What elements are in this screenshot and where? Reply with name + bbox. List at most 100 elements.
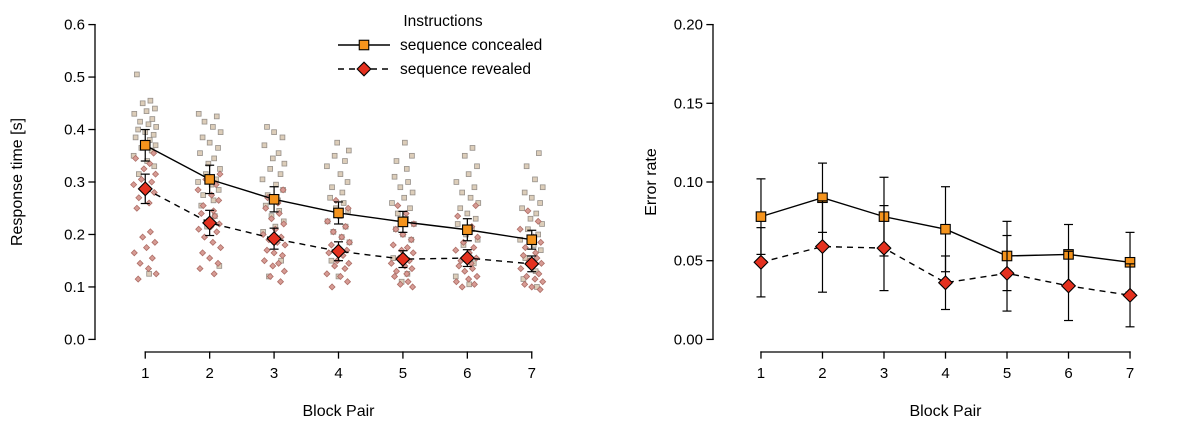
scatter-point xyxy=(215,196,223,204)
scatter-point xyxy=(132,154,140,162)
scatter-point xyxy=(473,272,481,280)
scatter-point xyxy=(455,262,463,270)
scatter-point xyxy=(324,163,330,170)
data-point xyxy=(937,275,954,291)
scatter-point xyxy=(146,271,152,277)
scatter-point xyxy=(267,166,274,172)
scatter-point xyxy=(472,215,479,222)
x-tick-label: 5 xyxy=(399,365,407,382)
series-sequence-revealed xyxy=(137,173,540,273)
scatter-point xyxy=(130,181,138,189)
scatter-point xyxy=(279,186,287,194)
y-tick-label: 0.0 xyxy=(64,331,85,348)
scatter-point xyxy=(517,265,525,273)
y-tick-label: 0.05 xyxy=(674,253,703,270)
scatter-point xyxy=(397,184,404,191)
scatter-point xyxy=(528,283,536,291)
scatter-point xyxy=(329,184,335,191)
scatter-point xyxy=(200,192,207,198)
scatter-point xyxy=(277,171,284,177)
scatter-point xyxy=(139,100,146,107)
scatter-point xyxy=(142,244,151,252)
scatter-point xyxy=(153,124,159,130)
scatter-point xyxy=(135,126,141,133)
scatter-point xyxy=(275,150,282,156)
scatter-point xyxy=(263,246,271,254)
scatter-point xyxy=(139,233,147,241)
scatter-point xyxy=(196,265,204,273)
scatter-point xyxy=(211,212,219,220)
scatter-point xyxy=(409,249,417,257)
scatter-point xyxy=(327,194,333,201)
scatter-point xyxy=(281,160,288,167)
scatter-point xyxy=(539,278,547,286)
scatter-point xyxy=(521,244,529,252)
scatter-point xyxy=(457,205,464,212)
scatter-point xyxy=(345,238,353,246)
scatter-point xyxy=(328,283,336,291)
scatter-point xyxy=(474,233,482,241)
y-tick-label: 0.5 xyxy=(64,69,85,86)
scatter-point xyxy=(331,262,339,270)
legend: Instructions sequence concealed sequence r… xyxy=(338,13,542,78)
data-point xyxy=(330,243,347,259)
data-point xyxy=(753,254,769,270)
legend-marker xyxy=(358,39,370,51)
data-point xyxy=(876,240,892,256)
scatter-point xyxy=(130,249,138,257)
scatter-point xyxy=(405,179,411,185)
scatter-point xyxy=(537,247,544,254)
scatter-point xyxy=(394,202,402,210)
scatter-point xyxy=(465,171,472,177)
scatter-point xyxy=(454,221,461,227)
scatter-point xyxy=(209,238,217,246)
scatter-point xyxy=(459,189,465,196)
scatter-point xyxy=(197,150,203,156)
scatter-point xyxy=(472,254,480,262)
scatter-point xyxy=(403,244,411,252)
scatter-point xyxy=(216,170,224,178)
scatter-point xyxy=(264,124,270,130)
scatter-point xyxy=(409,152,415,159)
scatter-point xyxy=(392,225,400,233)
scatter-point xyxy=(328,257,335,264)
scatter-point xyxy=(214,259,222,267)
scatter-point xyxy=(149,116,156,122)
scatter-point xyxy=(329,228,337,236)
response-time-chart: 0.0 0.1 0.2 0.3 0.4 0.5 0.6 1 2 3 4 5 6 7 Block Pair Re… xyxy=(9,13,547,420)
scatter-point xyxy=(151,163,158,170)
scatter-point xyxy=(452,278,460,286)
data-point xyxy=(333,207,344,219)
scatter-point xyxy=(336,272,344,280)
scatter-point xyxy=(342,158,348,164)
scatter-point xyxy=(279,134,286,141)
scatter-point xyxy=(468,265,477,273)
x-tick-label: 7 xyxy=(528,365,536,382)
x-tick-label: 5 xyxy=(1003,365,1011,382)
scatter-point xyxy=(134,275,142,283)
scatter-point xyxy=(343,278,352,286)
data-point xyxy=(137,181,153,197)
scatter-point xyxy=(399,230,407,239)
series-sequence-revealed xyxy=(753,200,1138,328)
scatter-point xyxy=(454,212,462,220)
scatter-point xyxy=(345,259,353,267)
series-sequence-concealed xyxy=(139,128,538,250)
legend-entry-label: sequence concealed xyxy=(400,37,542,54)
legend-marker xyxy=(356,61,372,77)
scatter-point xyxy=(137,175,145,183)
scatter-point xyxy=(472,202,480,210)
scatter-point xyxy=(135,194,143,202)
scatter-point xyxy=(331,152,338,159)
data-point xyxy=(397,216,409,228)
data-point xyxy=(999,265,1015,281)
scatter-point xyxy=(536,150,542,156)
scatter-point xyxy=(458,283,466,291)
scatter-point xyxy=(344,179,351,185)
scatter-point xyxy=(465,275,473,283)
scatter-point xyxy=(147,97,154,104)
scatter-point xyxy=(131,110,138,117)
scatter-point xyxy=(391,272,399,280)
scatter-point xyxy=(343,246,351,254)
